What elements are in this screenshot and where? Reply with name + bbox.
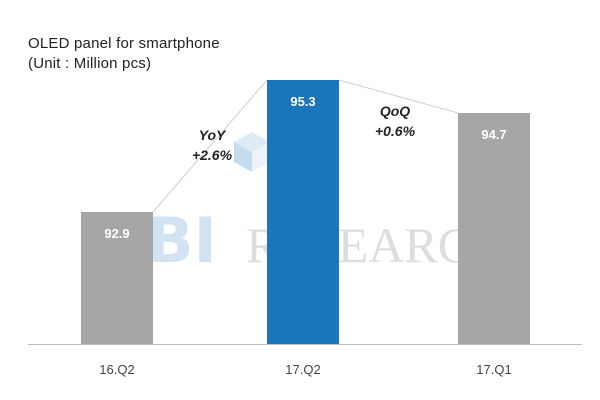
annotation-line: +2.6% <box>192 147 233 163</box>
chart-subtitle: (Unit : Million pcs) <box>28 55 152 72</box>
x-tick-label: 17.Q2 <box>285 362 320 377</box>
watermark-cube-icon <box>234 132 270 172</box>
annotation-line: +0.6% <box>375 123 416 139</box>
connector-line <box>152 79 268 213</box>
connector-line <box>338 79 459 114</box>
value-label: 92.9 <box>104 226 129 241</box>
annotation-yoy: YoY +2.6% <box>192 127 233 163</box>
annotation-line: QoQ <box>380 103 410 119</box>
value-label: 94.7 <box>481 127 506 142</box>
annotation-qoq: QoQ +0.6% <box>375 103 416 139</box>
connector-lines <box>152 79 459 213</box>
bar-17-q1 <box>458 113 530 344</box>
annotation-line: YoY <box>199 127 227 143</box>
bar-17-q2 <box>267 80 339 344</box>
chart-title: OLED panel for smartphone <box>28 35 220 52</box>
bars <box>81 80 530 344</box>
value-label: 95.3 <box>290 94 315 109</box>
annotations: YoY +2.6% QoQ +0.6% <box>192 103 416 163</box>
x-axis: 16.Q2 17.Q2 17.Q1 <box>28 344 582 377</box>
chart-title-block: OLED panel for smartphone (Unit : Millio… <box>28 34 220 74</box>
value-labels: 92.9 95.3 94.7 <box>104 94 506 241</box>
bar-16-q2 <box>81 212 153 344</box>
x-tick-label: 16.Q2 <box>99 362 134 377</box>
x-tick-label: 17.Q1 <box>476 362 511 377</box>
